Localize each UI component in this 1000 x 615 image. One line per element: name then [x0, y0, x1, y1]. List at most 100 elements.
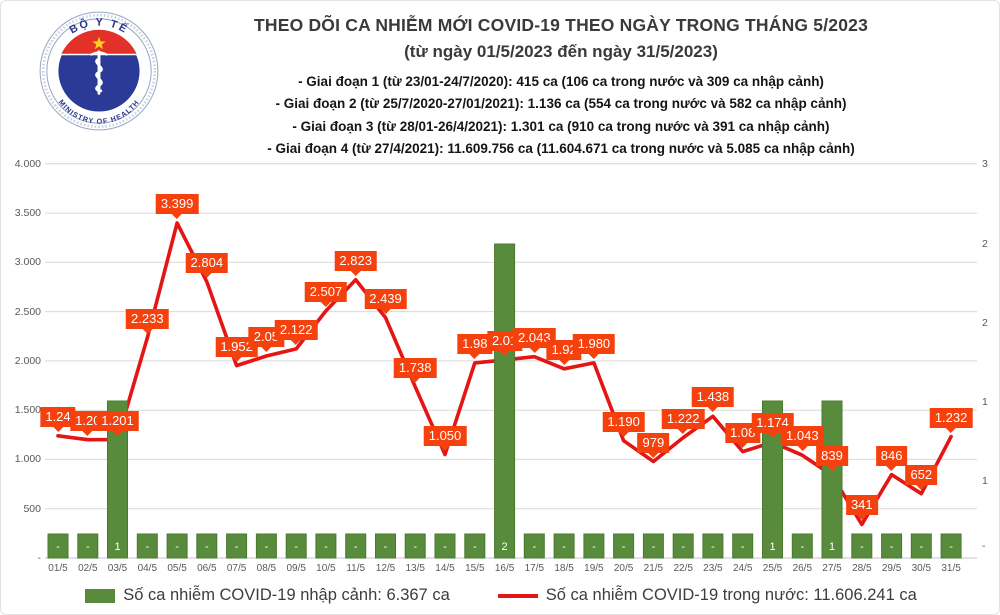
data-label: 1.043: [781, 426, 824, 452]
imported-bar-label: -: [741, 541, 745, 553]
x-axis-tick-label: 09/5: [286, 563, 306, 574]
imported-bar-label: -: [800, 541, 804, 553]
imported-cases-bar: [762, 400, 783, 559]
legend-domestic-label: Số ca nhiễm COVID-19 trong nước: 11.606.…: [545, 586, 917, 604]
data-label: 2.804: [185, 252, 229, 278]
x-axis-tick-label: 24/5: [732, 563, 753, 574]
x-axis-tick-label: 31/5: [941, 563, 961, 574]
x-axis-tick-label: 14/5: [435, 563, 455, 574]
x-axis-tick-label: 16/5: [494, 563, 515, 574]
imported-bar-label: -: [919, 541, 923, 553]
imported-bar-label: -: [86, 541, 90, 553]
legend: Số ca nhiễm COVID-19 nhập cảnh: 6.367 ca…: [1, 586, 999, 605]
x-axis-tick-label: 19/5: [584, 563, 604, 574]
imported-bar-label: -: [890, 541, 894, 553]
x-axis-tick-label: 12/5: [375, 563, 396, 574]
imported-cases-bar: [910, 533, 932, 559]
data-label: 1.738: [393, 357, 437, 383]
data-label: 2.507: [304, 281, 348, 307]
imported-bar-label: -: [532, 541, 536, 553]
phase-summary: - Giai đoạn 1 (từ 23/01-24/7/2020): 415 …: [151, 71, 971, 161]
data-label: 1.98: [457, 333, 493, 359]
asclepius-rod-icon: [90, 50, 108, 95]
imported-cases-bar: [494, 243, 516, 559]
imported-bar-label: -: [175, 541, 179, 553]
imported-cases-bar: [226, 533, 248, 559]
imported-bar-label: -: [473, 541, 477, 553]
page-title: THEO DÕI CA NHIỄM MỚI COVID-19 THEO NGÀY…: [253, 15, 869, 35]
x-axis-tick-label: 22/5: [673, 563, 693, 574]
data-label: 2.122: [274, 319, 318, 345]
imported-cases-bar: [851, 533, 873, 559]
imported-bar-label: -: [384, 541, 388, 553]
y-axis-left-tick: -: [37, 552, 42, 564]
data-label: 2.823: [334, 250, 377, 276]
y-axis-right-tick: 3: [982, 158, 988, 170]
imported-bar-label: -: [235, 541, 239, 553]
imported-bar-label: -: [294, 541, 298, 553]
x-axis-tick-label: 21/5: [643, 563, 664, 574]
imported-bar-label: -: [205, 541, 209, 553]
x-axis-tick-label: 08/5: [256, 563, 277, 574]
imported-bar-label: -: [949, 541, 953, 553]
imported-bar-label: 2: [502, 541, 508, 553]
imported-bar-label: 1: [829, 541, 835, 553]
phase-2-line: - Giai đoạn 2 (từ 25/7/2020-27/01/2021):…: [275, 96, 847, 112]
imported-bar-label: -: [443, 541, 447, 553]
imported-bar-label: 1: [769, 541, 775, 553]
data-label: 2.439: [364, 288, 407, 314]
y-axis-right-tick: -: [982, 540, 986, 552]
imported-bar-label: -: [265, 541, 269, 553]
data-label: 1.952: [215, 336, 258, 362]
y-axis-right-tick: 2: [982, 317, 988, 329]
x-axis-tick-label: 05/5: [167, 563, 187, 574]
star-icon: [92, 36, 106, 50]
y-axis-left-tick: 4.000: [14, 157, 41, 170]
x-axis-tick-label: 02/5: [78, 563, 98, 574]
legend-imported-label: Số ca nhiễm COVID-19 nhập cảnh: 6.367 ca: [123, 586, 450, 604]
imported-bar-label: -: [324, 541, 328, 553]
x-axis-tick-label: 01/5: [48, 563, 68, 574]
moh-logo-graphic: BỘ Y TẾ MINISTRY OF HEALTH: [39, 11, 159, 131]
imported-cases-bar: [404, 533, 426, 559]
imported-cases-bar: [613, 533, 635, 559]
imported-cases-bar: [791, 533, 813, 559]
imported-bar-label: -: [622, 541, 626, 553]
imported-cases-bar: [107, 400, 128, 559]
x-axis-tick-label: 23/5: [703, 563, 723, 574]
imported-bar-label: -: [56, 541, 60, 553]
imported-cases-bar: [672, 533, 694, 559]
data-label: 341: [845, 495, 878, 521]
x-axis-tick-label: 10/5: [316, 563, 336, 574]
data-label: 1.24: [40, 406, 76, 432]
phase-1-line: - Giai đoạn 1 (từ 23/01-24/7/2020): 415 …: [298, 74, 824, 89]
imported-cases-bar: [434, 533, 456, 559]
x-axis-tick-label: 28/5: [852, 563, 872, 574]
moh-logo: BỘ Y TẾ MINISTRY OF HEALTH: [37, 9, 161, 133]
data-label: 1.980: [572, 333, 616, 359]
imported-bar-label: -: [860, 541, 864, 553]
x-axis-tick-label: 27/5: [822, 563, 842, 574]
data-label: 839: [816, 446, 848, 472]
y-axis-left-tick: 1.000: [14, 453, 41, 466]
data-label: 1.232: [929, 407, 973, 433]
y-axis-left-tick: 2.000: [14, 354, 41, 367]
imported-cases-bar: [940, 533, 962, 559]
imported-bar-label: -: [711, 541, 715, 553]
x-axis-tick-label: 07/5: [226, 563, 247, 574]
imported-bar-label: -: [354, 541, 358, 553]
imported-bar-label: -: [145, 541, 149, 553]
imported-cases-bar: [285, 533, 307, 559]
y-axis-left-tick: 3.000: [14, 256, 41, 269]
data-label: 1.190: [602, 411, 645, 437]
x-axis-tick-label: 20/5: [613, 563, 634, 574]
imported-cases-bar: [255, 533, 277, 559]
imported-cases-bar: [583, 533, 605, 559]
x-axis-tick-label: 06/5: [197, 563, 217, 574]
x-axis-tick-label: 29/5: [881, 563, 902, 574]
data-label: 1.438: [691, 387, 735, 413]
y-axis-right-tick: 2: [982, 238, 988, 250]
x-axis-tick-label: 30/5: [911, 563, 932, 574]
data-label: 846: [875, 445, 908, 471]
